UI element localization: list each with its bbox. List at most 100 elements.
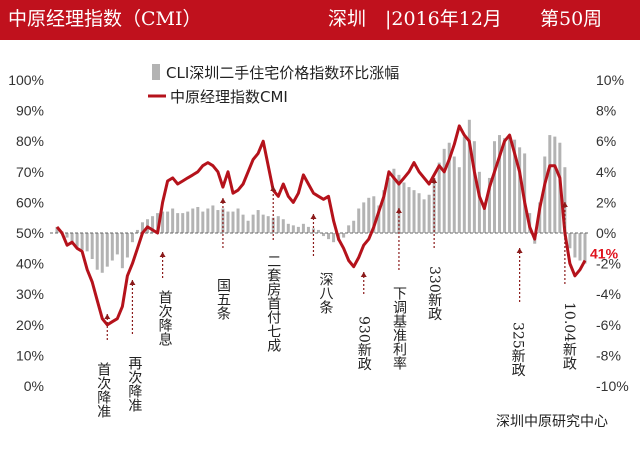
- cli-bar: [327, 233, 331, 240]
- cli-bar: [55, 226, 59, 233]
- cli-bar: [432, 177, 436, 233]
- cli-bar: [80, 233, 84, 250]
- cli-bar: [568, 233, 572, 249]
- cli-bar: [181, 213, 185, 233]
- left-axis-tick-label: 10%: [16, 347, 44, 363]
- cli-bar: [206, 208, 210, 233]
- cli-bar: [427, 194, 431, 233]
- cli-bar: [201, 211, 205, 233]
- cli-bar: [412, 190, 416, 233]
- cli-bar: [85, 233, 89, 252]
- cli-bar: [442, 148, 446, 233]
- right-axis-tick-label: 10%: [596, 72, 624, 88]
- legend-item-cli: CLI深圳二手住宅价格指数环比涨幅: [166, 64, 399, 82]
- annotation-arrowhead: [310, 214, 317, 219]
- annotation-arrowhead: [431, 178, 438, 183]
- right-axis-tick-label: -8%: [596, 347, 621, 363]
- cli-bar: [191, 208, 195, 233]
- cli-bar: [90, 233, 94, 260]
- left-axis-tick-label: 40%: [16, 256, 44, 272]
- cli-bar: [316, 229, 320, 233]
- cli-bar: [553, 136, 557, 233]
- cli-bar: [140, 222, 144, 233]
- cli-bar: [352, 220, 356, 233]
- cli-bar: [171, 208, 175, 233]
- cli-bar: [110, 233, 114, 261]
- right-axis-tick-label: -4%: [596, 286, 621, 302]
- cli-bar: [151, 216, 155, 233]
- annotation-arrowhead: [270, 186, 277, 191]
- annotation-arrowhead: [516, 248, 523, 253]
- cli-bar: [75, 233, 79, 247]
- right-axis-tick-label: 8%: [596, 103, 616, 119]
- cli-bar: [437, 162, 441, 233]
- right-axis-tick-label: -10%: [596, 378, 629, 394]
- policy-annotation: 深八条: [317, 272, 333, 314]
- cli-bar: [135, 229, 139, 233]
- chart-title: 中原经理指数（CMI）: [8, 8, 202, 30]
- cli-bar: [417, 193, 421, 233]
- cli-bar: [452, 156, 456, 233]
- cli-bar: [518, 147, 522, 233]
- cli-bar: [166, 211, 170, 233]
- cli-bar: [261, 214, 265, 233]
- left-axis-tick-label: 90%: [16, 103, 44, 119]
- cli-bar: [477, 171, 481, 233]
- cli-bar: [256, 210, 260, 233]
- annotation-arrowhead: [395, 208, 402, 213]
- left-axis-tick-label: 50%: [16, 225, 44, 241]
- cli-bar: [296, 226, 300, 233]
- cli-bar: [130, 233, 134, 243]
- cli-bar: [115, 233, 119, 255]
- cli-bar: [462, 136, 466, 233]
- period-label: |2016年12月: [385, 8, 502, 30]
- cli-bar: [120, 233, 124, 269]
- cli-bar: [377, 205, 381, 233]
- right-axis-tick-label: 6%: [596, 133, 616, 149]
- cli-bar: [467, 119, 471, 233]
- annotation-arrowhead: [360, 272, 367, 277]
- cli-bar: [347, 225, 351, 233]
- cli-bar: [65, 233, 69, 238]
- cli-bar: [457, 167, 461, 233]
- cli-bar: [573, 233, 577, 258]
- annotation-arrowhead: [219, 198, 226, 203]
- left-axis-tick-label: 60%: [16, 194, 44, 210]
- cli-bar: [578, 233, 582, 261]
- cli-bar: [472, 141, 476, 233]
- policy-annotation: 首次降准: [95, 362, 111, 418]
- annotation-arrowhead: [129, 280, 136, 285]
- cli-bar: [548, 135, 552, 233]
- cmi-line: [55, 124, 587, 327]
- cli-bar: [563, 167, 567, 233]
- cli-bar: [543, 156, 547, 233]
- cli-bar: [221, 208, 225, 233]
- policy-annotation: 下调基准利率: [391, 286, 407, 370]
- cli-bar: [196, 206, 200, 233]
- cli-bar: [241, 214, 245, 233]
- cli-bar: [332, 233, 336, 243]
- cli-bar: [492, 141, 496, 233]
- annotation-arrowhead: [104, 314, 111, 319]
- cli-bar: [538, 202, 542, 233]
- cli-bar: [236, 208, 240, 233]
- cli-bar: [246, 220, 250, 233]
- left-axis-tick-label: 80%: [16, 133, 44, 149]
- cli-bar: [105, 233, 109, 267]
- header-bar: 中原经理指数（CMI） 深圳 |2016年12月 第50周: [0, 0, 640, 40]
- cli-bar: [387, 177, 391, 233]
- cli-bar: [482, 202, 486, 233]
- left-axis-tick-label: 0%: [24, 378, 44, 394]
- annotation-arrowhead: [561, 202, 568, 207]
- cli-bar: [382, 190, 386, 233]
- policy-annotation: 330新政: [426, 266, 442, 321]
- cli-bar: [407, 187, 411, 233]
- cli-bar: [372, 196, 376, 233]
- policy-annotation: 325新政: [510, 322, 526, 377]
- cli-bar: [342, 233, 346, 238]
- left-axis-tick-label: 30%: [16, 286, 44, 302]
- city-label: 深圳: [328, 8, 367, 30]
- cli-bar: [422, 199, 426, 233]
- cli-bar: [100, 233, 104, 273]
- cli-bar: [291, 225, 295, 233]
